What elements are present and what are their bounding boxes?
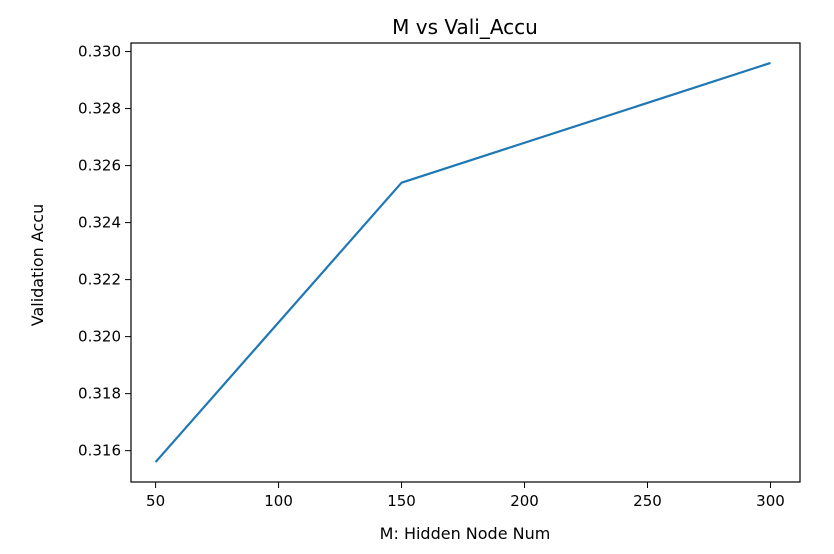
y-tick-label: 0.326 xyxy=(78,157,121,175)
x-tick-label: 250 xyxy=(633,492,662,510)
y-tick-label: 0.322 xyxy=(78,271,121,289)
y-tick-label: 0.330 xyxy=(78,43,121,61)
y-tick-label: 0.328 xyxy=(78,100,121,118)
plot-area xyxy=(130,42,801,483)
x-axis: 50 100 150 200 250 300 xyxy=(146,482,785,510)
chart-title: M vs Vali_Accu xyxy=(392,15,538,39)
series-layer xyxy=(154,61,771,463)
x-tick-label: 100 xyxy=(264,492,293,510)
x-axis-label: M: Hidden Node Num xyxy=(380,524,551,543)
y-axis-label: Validation Accu xyxy=(28,204,47,327)
x-tick-label: 150 xyxy=(387,492,416,510)
x-tick-label: 50 xyxy=(146,492,165,510)
x-tick-label: 300 xyxy=(756,492,785,510)
series-line xyxy=(154,61,771,463)
plot-frame xyxy=(130,42,801,483)
y-tick-label: 0.320 xyxy=(78,328,121,346)
y-axis: 0.316 0.318 0.320 0.322 0.324 0.326 0.328 0.330 xyxy=(78,43,131,460)
y-tick-label: 0.316 xyxy=(78,442,121,460)
x-tick-label: 200 xyxy=(510,492,539,510)
y-tick-label: 0.324 xyxy=(78,214,121,232)
y-tick-label: 0.318 xyxy=(78,385,121,403)
